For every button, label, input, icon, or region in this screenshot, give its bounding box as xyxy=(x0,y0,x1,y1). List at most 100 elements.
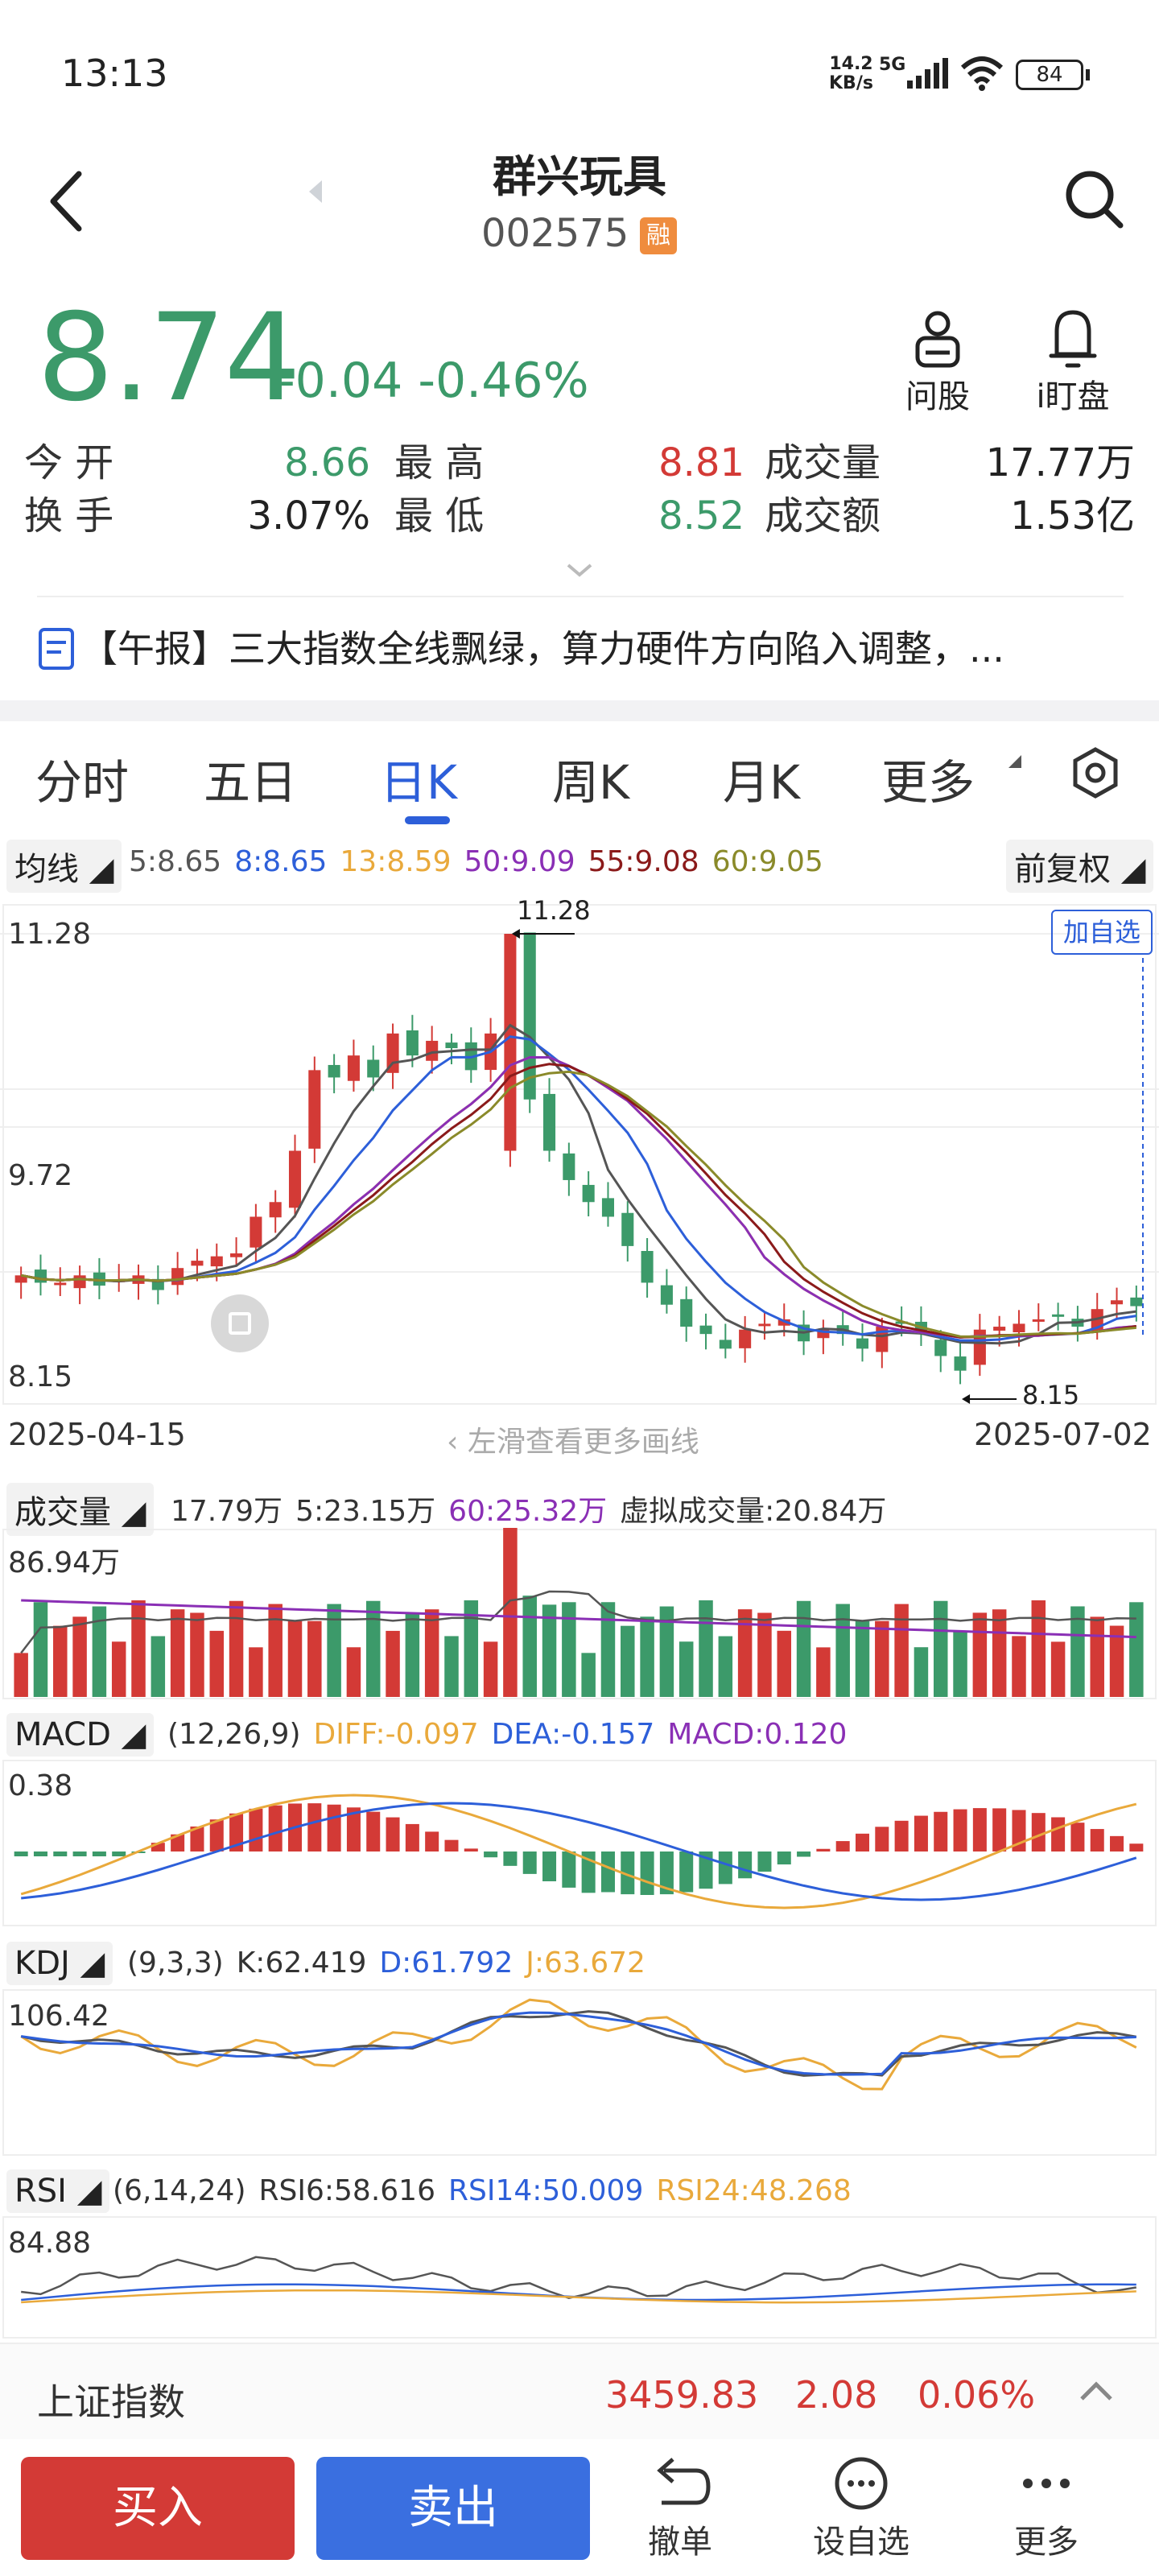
stock-name: 群兴玩具 xyxy=(493,151,666,202)
signal-icon xyxy=(907,58,948,89)
indicator-value: 5:8.65 xyxy=(129,845,222,878)
cancel-order-button[interactable]: 撤单 xyxy=(620,2451,740,2562)
ask-stock-button[interactable]: 问股 xyxy=(877,306,998,417)
add-watchlist-tag[interactable]: 加自选 xyxy=(1051,910,1153,955)
more-button[interactable]: 更多 xyxy=(986,2451,1107,2562)
volume-selector[interactable]: 成交量 ◢ xyxy=(6,1483,155,1536)
stat-label: 换 手 xyxy=(24,493,114,539)
candle xyxy=(777,1319,790,1326)
rsi-selector[interactable]: RSI ◢ xyxy=(6,2169,110,2213)
candle xyxy=(993,1327,1006,1331)
volume-bar xyxy=(53,1625,68,1697)
chart-frame xyxy=(2,1989,1157,2156)
tab-2[interactable]: 日K xyxy=(380,755,458,810)
macd-bar xyxy=(1129,1843,1144,1852)
chart-frame xyxy=(2,2216,1157,2339)
candle xyxy=(1032,1319,1045,1322)
candle xyxy=(680,1298,693,1327)
buy-button[interactable]: 买入 xyxy=(21,2457,295,2560)
search-icon[interactable] xyxy=(1062,167,1127,232)
tab-3[interactable]: 周K xyxy=(552,755,630,810)
macd-bar xyxy=(464,1848,478,1852)
volume-bar xyxy=(621,1625,635,1697)
ma-selector[interactable]: 均线 ◢ xyxy=(6,840,122,893)
expand-chevron-icon[interactable] xyxy=(563,560,596,580)
volume-bar xyxy=(796,1600,811,1697)
y-axis-top: 11.28 xyxy=(8,918,92,951)
volume-bar xyxy=(444,1636,459,1697)
index-pct: 0.06% xyxy=(918,2373,1036,2417)
volume-values: 17.79万 5:23.15万 60:25.32万 虚拟成交量:20.84万 xyxy=(171,1488,899,1530)
volume-bar xyxy=(151,1636,166,1697)
stat-value: 8.52 xyxy=(658,493,744,539)
tab-0[interactable]: 分时 xyxy=(35,755,130,810)
adjust-selector[interactable]: 前复权 ◢ xyxy=(1006,840,1154,893)
macd-bar xyxy=(914,1815,928,1852)
low-marker-arrow xyxy=(962,1394,971,1404)
candle xyxy=(739,1329,752,1348)
high-marker-arrow xyxy=(511,929,520,939)
volume-bar xyxy=(229,1600,244,1697)
news-headline[interactable]: 【午报】三大指数全线飘绿，算力硬件方向陷入调整，... xyxy=(80,627,1004,671)
macd-bar xyxy=(797,1852,811,1857)
macd-bar xyxy=(1070,1823,1085,1852)
draw-tool-icon[interactable] xyxy=(211,1294,269,1352)
index-bar[interactable]: 上证指数 3459.83 2.08 0.06% xyxy=(0,2343,1159,2439)
macd-bar xyxy=(659,1852,674,1895)
chart-frame xyxy=(2,1529,1157,1699)
stat-value: 3.07% xyxy=(247,493,370,539)
set-watchlist-button[interactable]: 设自选 xyxy=(801,2451,922,2562)
macd-bar xyxy=(894,1820,909,1852)
macd-bar xyxy=(679,1852,694,1893)
volume-bar xyxy=(914,1647,929,1697)
volume-bar xyxy=(503,1528,518,1697)
star-more-icon xyxy=(835,2457,888,2510)
volume-bar xyxy=(972,1612,988,1697)
back-icon[interactable] xyxy=(47,169,87,233)
macd-bar xyxy=(699,1852,713,1889)
macd-bar xyxy=(718,1852,732,1885)
watch-monitor-button[interactable]: i盯盘 xyxy=(1013,306,1133,417)
volume-bar xyxy=(287,1620,303,1697)
chevron-up-icon[interactable] xyxy=(1077,2376,1116,2405)
macd-bar xyxy=(14,1852,28,1856)
candle xyxy=(93,1272,105,1286)
volume-bar xyxy=(170,1609,185,1697)
volume-ma5 xyxy=(20,1590,1136,1654)
volume-bar xyxy=(464,1600,479,1697)
volume-bar xyxy=(875,1620,889,1697)
kdj-selector[interactable]: KDJ ◢ xyxy=(6,1942,113,1985)
volume-bar xyxy=(699,1600,713,1697)
volume-bar xyxy=(111,1641,126,1697)
indicator-value: 虚拟成交量:20.84万 xyxy=(620,1495,887,1528)
bell-icon xyxy=(1049,310,1097,368)
ma-line xyxy=(20,1056,1136,1339)
stock-code: 002575 xyxy=(481,211,629,256)
volume-bar xyxy=(92,1606,107,1697)
volume-bar xyxy=(600,1602,616,1697)
candle xyxy=(582,1184,595,1203)
macd-bar xyxy=(600,1852,615,1893)
tab-4[interactable]: 月K xyxy=(723,755,801,810)
tab-5[interactable]: 更多 xyxy=(881,755,975,810)
macd-selector[interactable]: MACD ◢ xyxy=(6,1713,155,1757)
macd-bar xyxy=(1090,1829,1104,1852)
candle xyxy=(719,1340,732,1349)
candle xyxy=(758,1323,771,1327)
stat-value: 1.53亿 xyxy=(1010,493,1135,539)
macd-bar xyxy=(738,1852,753,1879)
settings-hex-icon[interactable] xyxy=(1067,745,1124,801)
sell-button[interactable]: 卖出 xyxy=(316,2457,590,2560)
candle xyxy=(954,1356,967,1371)
volume-bar xyxy=(1090,1616,1104,1697)
candle xyxy=(347,1055,360,1081)
swipe-hint: ‹ 左滑查看更多画线 xyxy=(447,1426,699,1459)
candle xyxy=(563,1153,575,1180)
prev-stock-icon[interactable] xyxy=(306,179,325,204)
macd-bar xyxy=(190,1826,204,1852)
stat-label: 今 开 xyxy=(24,440,114,485)
macd-bar xyxy=(542,1852,557,1882)
kline-chart[interactable] xyxy=(0,902,1159,1409)
indicator-value: 60:25.32万 xyxy=(448,1495,608,1528)
tab-1[interactable]: 五日 xyxy=(204,755,298,810)
